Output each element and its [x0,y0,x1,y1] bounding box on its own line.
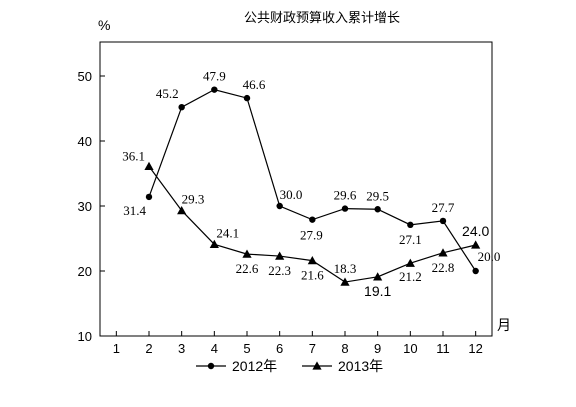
data-label: 19.1 [364,283,391,299]
y-axis-unit: % [98,17,110,33]
data-point [438,248,448,257]
data-point [178,104,185,111]
x-axis-unit: 月 [497,317,511,333]
y-tick-label: 30 [78,199,92,214]
x-tick-label: 9 [374,341,381,356]
data-label: 22.6 [236,261,259,276]
data-point [405,258,415,267]
y-axis: 10 20 30 40 50 [78,69,105,344]
data-point [439,217,447,225]
data-point [472,267,479,275]
x-tick-label: 4 [211,341,218,356]
data-point [211,86,218,93]
data-label: 24.0 [462,223,489,239]
data-label: 45.2 [156,86,179,101]
data-point [471,240,481,249]
data-point [177,205,187,215]
data-label: 29.3 [182,192,205,207]
data-label: 22.8 [432,260,455,275]
data-label: 24.1 [216,225,239,240]
series-line [148,89,477,272]
y-tick-label: 50 [78,69,92,84]
legend-marker [207,362,215,370]
data-point [275,251,285,260]
legend-label: 2012年 [232,358,277,374]
x-tick-label: 8 [341,341,348,356]
data-point [340,277,350,286]
data-label: 20.0 [478,249,501,264]
series-line [148,165,476,283]
x-tick-label: 7 [309,341,316,356]
series-circle: 31.4 45.2 47.9 46.6 30.0 27.9 29.6 29.5 27.1 27.7… [123,69,500,275]
data-point [145,193,153,201]
legend: 2012年 2013年 [196,358,383,374]
data-label: 22.3 [268,263,291,278]
data-label: 30.0 [280,187,303,202]
y-tick-label: 20 [78,264,92,279]
y-tick-label: 10 [78,329,92,344]
data-label: 46.6 [243,77,266,92]
series-layer: 31.4 45.2 47.9 46.6 30.0 27.9 29.6 29.5 27.1 27.7… [122,69,500,299]
data-point [209,239,219,249]
data-label: 21.2 [399,269,422,284]
y-tick-label: 40 [78,134,92,149]
x-tick-label: 2 [145,341,152,356]
data-label: 18.3 [334,261,357,276]
data-label: 29.5 [366,188,389,203]
data-point [309,216,316,223]
data-label: 36.1 [122,148,145,163]
chart-title: 公共财政预算收入累计增长 [244,11,400,26]
data-label: 31.4 [123,203,146,218]
data-point [242,249,252,258]
series-triangle: 36.1 29.3 24.1 22.6 22.3 21.6 18.3 19.1 21.2 22.8… [122,148,489,299]
legend-label: 2013年 [338,358,383,374]
data-point [374,206,381,213]
data-point [276,202,283,210]
x-axis: 1 2 3 4 5 6 7 8 9 10 11 12 [113,331,483,356]
data-label: 27.1 [399,232,422,247]
data-label: 27.7 [432,200,455,215]
data-point [307,256,317,265]
legend-item: 2013年 [302,358,383,374]
legend-item: 2012年 [196,358,277,374]
data-point [407,221,414,229]
data-point [243,94,251,102]
x-tick-label: 1 [113,341,120,356]
data-point [341,205,349,212]
data-label: 27.9 [300,228,323,243]
data-label: 21.6 [301,268,324,283]
x-tick-label: 11 [436,341,450,356]
x-tick-label: 3 [178,341,185,356]
x-tick-label: 5 [243,341,250,356]
data-point [144,161,154,171]
x-tick-label: 6 [276,341,283,356]
legend-marker [312,361,322,370]
data-label: 29.6 [334,188,357,203]
plot-frame [99,41,493,337]
x-tick-label: 12 [468,341,482,356]
data-label: 47.9 [203,69,226,84]
data-point [373,272,383,281]
x-tick-label: 10 [403,341,417,356]
